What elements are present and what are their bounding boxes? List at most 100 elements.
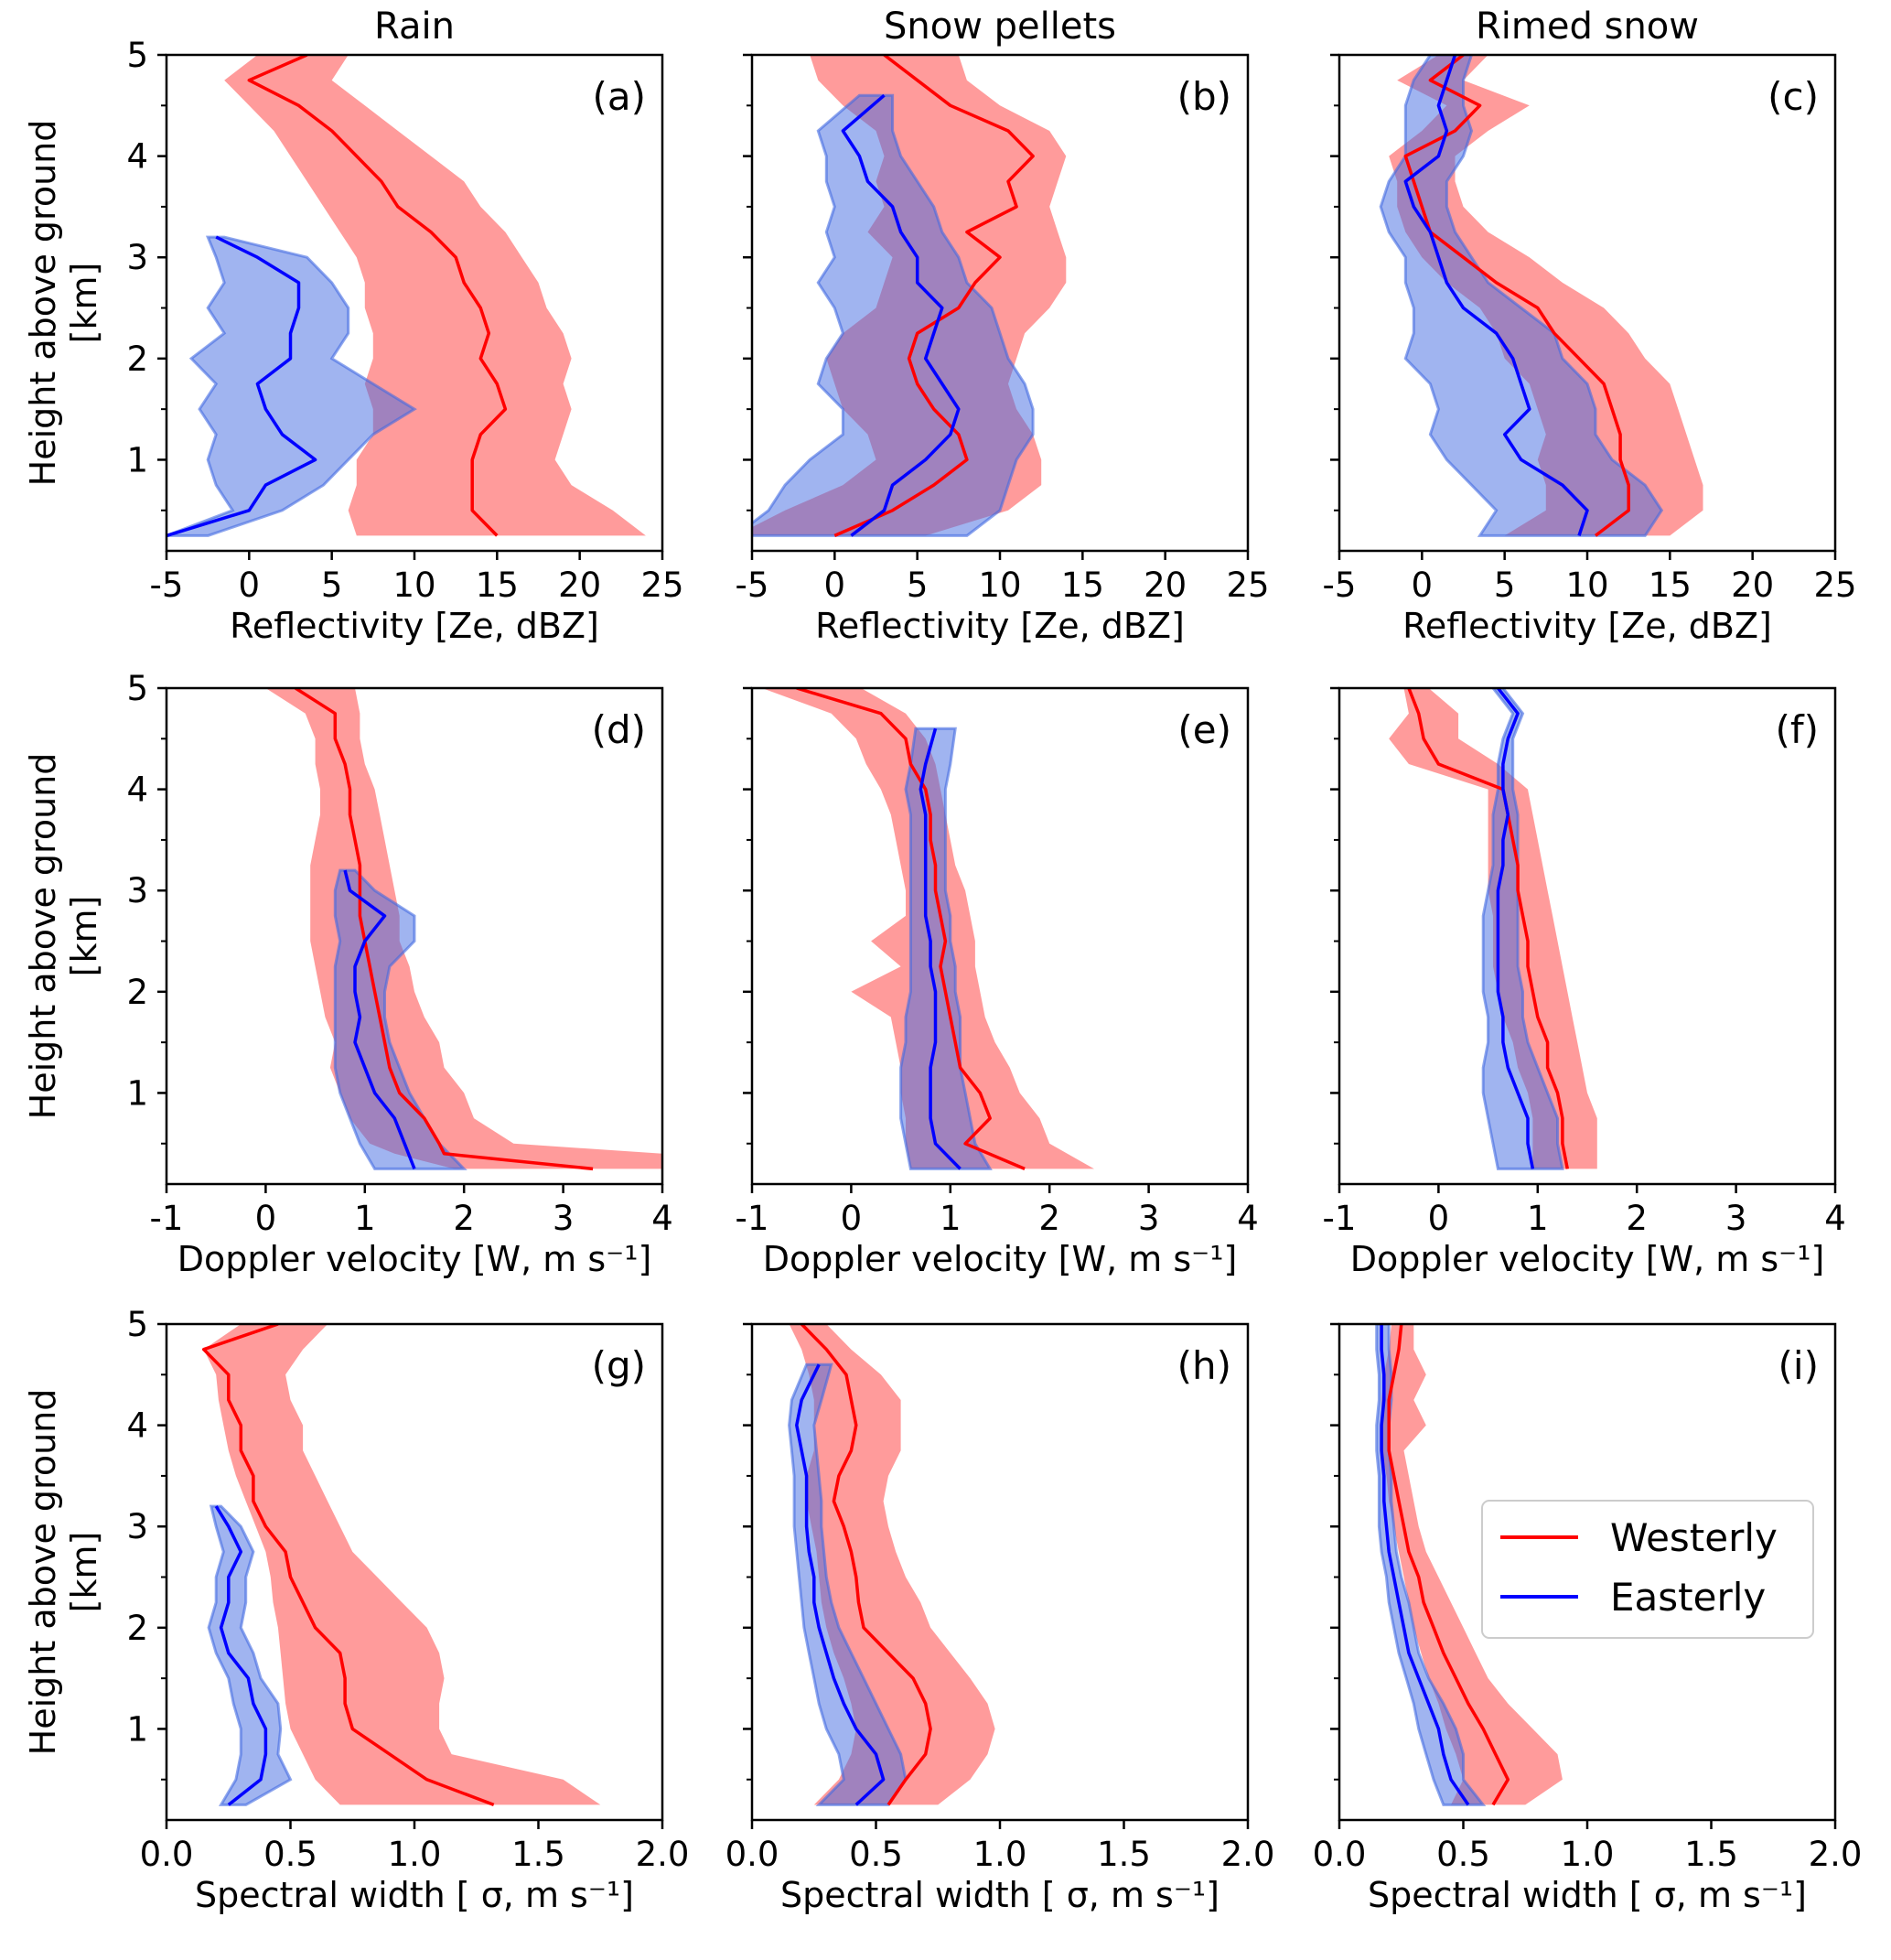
x-tick-label: 2.0 (1809, 1835, 1863, 1874)
x-tick-label: 5 (1494, 565, 1516, 605)
x-axis-label: Reflectivity [Ze, dBZ] (230, 606, 599, 646)
x-tick-label: -5 (1323, 565, 1357, 605)
x-tick-label: 0.5 (263, 1835, 317, 1874)
y-axis-label-units: [km] (64, 1532, 104, 1613)
x-tick-label: 4 (1237, 1199, 1259, 1238)
panel-c: -5 0 5 10 15 20 25 Reflectivity [Ze, dBZ] Rimed … (1323, 5, 1857, 646)
x-tick-label: 5 (321, 565, 343, 605)
westerly-median-line (1387, 1324, 1510, 1806)
easterly-range-band (167, 235, 417, 537)
legend-label-easterly: Easterly (1610, 1575, 1766, 1620)
panel-g: 0.0 0.5 1.0 1.5 2.0 1 2 3 4 5 Spectral width [ σ, … (23, 1305, 689, 1915)
easterly-range-band (788, 1362, 908, 1806)
westerly-median-line (796, 688, 1026, 1171)
x-axis-label: Doppler velocity [W, m s⁻¹] (1350, 1239, 1825, 1279)
panel-label: (g) (592, 1343, 646, 1388)
x-tick-label: 2 (1626, 1199, 1648, 1238)
x-tick-label: 1.5 (511, 1835, 565, 1874)
x-tick-label: 10 (978, 565, 1021, 605)
westerly-range-band (224, 55, 646, 536)
x-tick-label: -1 (150, 1199, 184, 1238)
x-tick-label: 0 (841, 1199, 863, 1238)
panel-label: (c) (1767, 74, 1819, 119)
y-tick-label: 2 (126, 1609, 148, 1648)
easterly-median-line (214, 1505, 268, 1806)
plot-area (201, 1324, 601, 1807)
x-tick-label: 0.5 (1436, 1835, 1490, 1874)
axes-frame (1338, 686, 1837, 1186)
x-tick-label: 0.0 (725, 1835, 779, 1874)
y-tick-label: 3 (126, 871, 148, 910)
easterly-median-line (167, 235, 317, 538)
y-axis-label: Height above ground (23, 1389, 63, 1756)
easterly-median-line (919, 727, 962, 1170)
x-tick-label: 15 (476, 565, 519, 605)
x-axis-label: Doppler velocity [W, m s⁻¹] (177, 1239, 652, 1279)
x-tick-label: 25 (1226, 565, 1269, 605)
x-tick-label: 0.0 (1313, 1835, 1367, 1874)
x-tick-label: 20 (1144, 565, 1187, 605)
x-tick-label: 4 (1824, 1199, 1846, 1238)
y-axis-label: Height above ground (23, 120, 63, 487)
westerly-median-line (247, 55, 508, 537)
x-tick-label: 0 (1428, 1199, 1450, 1238)
column-title: Rimed snow (1476, 5, 1699, 48)
x-axis-label: Reflectivity [Ze, dBZ] (815, 606, 1185, 646)
y-tick-label: 5 (126, 669, 148, 708)
westerly-range-band (203, 1324, 601, 1805)
x-tick-label: 0 (1412, 565, 1434, 605)
panel-label: (b) (1177, 74, 1231, 119)
x-tick-label: 1.0 (973, 1835, 1027, 1874)
easterly-median-line (1496, 688, 1535, 1169)
x-tick-label: 5 (907, 565, 929, 605)
plot-area (1375, 1324, 1563, 1806)
y-tick-label: 3 (126, 1507, 148, 1546)
y-tick-label: 4 (126, 770, 148, 810)
y-tick-label: 1 (126, 1709, 148, 1749)
axes-frame (165, 686, 664, 1186)
y-tick-label: 3 (126, 238, 148, 277)
x-tick-label: 0 (824, 565, 846, 605)
x-tick-label: 25 (640, 565, 683, 605)
y-axis-label: Height above ground (23, 753, 63, 1120)
y-tick-label: 4 (126, 137, 148, 177)
plot-area (167, 55, 646, 538)
x-tick-label: 15 (1061, 565, 1104, 605)
x-axis-label: Spectral width [ σ, m s⁻¹] (1368, 1875, 1807, 1915)
x-tick-label: 3 (1138, 1199, 1160, 1238)
x-tick-label: 0.5 (849, 1835, 903, 1874)
easterly-median-line (1403, 55, 1589, 536)
x-tick-label: 1 (1527, 1199, 1549, 1238)
x-tick-label: 15 (1649, 565, 1692, 605)
plot-area (761, 688, 1094, 1171)
y-axis-label-units: [km] (64, 896, 104, 977)
x-axis-label: Spectral width [ σ, m s⁻¹] (195, 1875, 634, 1915)
x-axis-label: Spectral width [ σ, m s⁻¹] (780, 1875, 1219, 1915)
westerly-range-band (265, 688, 662, 1169)
x-axis-label: Reflectivity [Ze, dBZ] (1402, 606, 1772, 646)
x-tick-label: 2 (453, 1199, 475, 1238)
panel-label: (d) (592, 707, 646, 752)
easterly-median-line (1380, 1324, 1470, 1806)
easterly-median-line (795, 1363, 886, 1806)
plot-area (1379, 55, 1703, 537)
x-tick-label: 1.5 (1097, 1835, 1151, 1874)
y-tick-label: 2 (126, 973, 148, 1012)
plot-area (752, 55, 1067, 538)
panel-d: -1 0 1 2 3 4 1 2 3 4 5 Doppler velocity [W, m s⁻¹] H… (23, 669, 673, 1279)
x-tick-label: 1 (354, 1199, 376, 1238)
y-axis-label-units: [km] (64, 263, 104, 344)
x-tick-label: 4 (651, 1199, 673, 1238)
column-title: Rain (374, 5, 455, 48)
y-tick-label: 1 (126, 1073, 148, 1113)
x-tick-label: -1 (736, 1199, 769, 1238)
panel-label: (i) (1778, 1343, 1819, 1388)
panel-label: (e) (1177, 707, 1231, 752)
x-tick-label: 1.5 (1684, 1835, 1738, 1874)
